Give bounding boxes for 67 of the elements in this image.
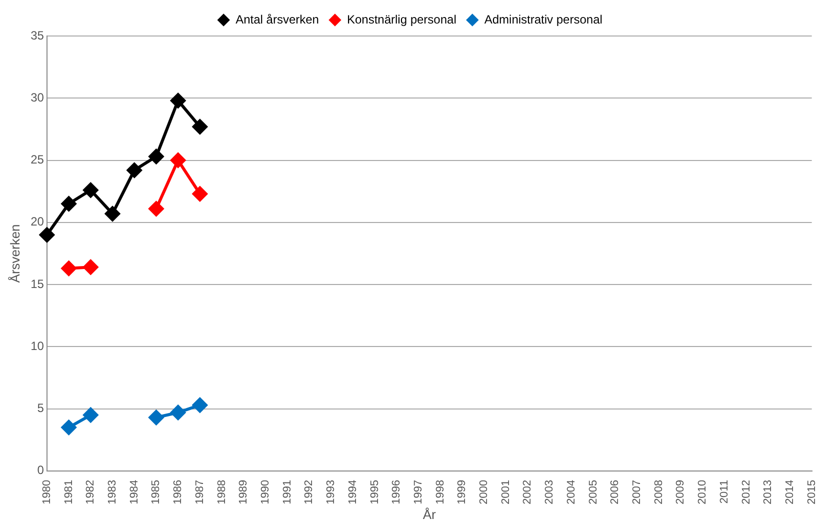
x-tick-label: 1985 — [150, 480, 162, 504]
x-tick-label: 2002 — [522, 480, 534, 504]
x-tick-label: 1980 — [40, 480, 53, 504]
x-tick-label: 1984 — [128, 480, 140, 504]
point — [61, 196, 76, 212]
point — [61, 260, 76, 276]
point — [126, 162, 142, 178]
x-tick-label: 1981 — [62, 480, 75, 504]
x-tick-label: 1982 — [84, 480, 97, 504]
x-axis-title: År — [422, 506, 437, 522]
x-tick-label: 1989 — [238, 480, 250, 504]
point — [192, 186, 208, 202]
x-tick-label: 1998 — [434, 480, 446, 504]
x-tick-label: 1994 — [346, 480, 359, 504]
x-tick-label: 2015 — [806, 480, 818, 504]
x-tick-label: 2009 — [674, 480, 687, 504]
point — [148, 149, 164, 164]
point — [170, 405, 186, 420]
legend-label: Administrativ personal — [484, 12, 602, 26]
point — [170, 152, 186, 168]
y-tick-label: 25 — [30, 152, 44, 167]
x-tick-label: 1983 — [106, 480, 119, 504]
y-tick-label: 30 — [30, 90, 44, 104]
x-tick-label: 2007 — [631, 480, 644, 504]
legend-label: Konstnärlig personal — [346, 12, 456, 26]
x-tick-label: 1990 — [260, 480, 272, 504]
x-tick-label: 2000 — [478, 480, 490, 504]
point — [83, 182, 98, 198]
point — [148, 201, 164, 216]
x-tick-label: 1987 — [194, 480, 206, 504]
x-tick-label: 2013 — [762, 480, 774, 504]
x-tick-label: 1993 — [325, 480, 338, 504]
y-tick-label: 5 — [37, 401, 44, 416]
x-tick-label: 2008 — [652, 480, 665, 504]
x-tick-label: 2001 — [500, 480, 512, 504]
x-tick-label: 2011 — [718, 480, 730, 504]
point — [105, 206, 120, 222]
x-tick-label: 2012 — [740, 480, 752, 504]
x-tick-label: 1995 — [368, 480, 381, 504]
y-tick-label: 0 — [37, 463, 44, 478]
legend-label: Antal årsverken — [236, 12, 319, 26]
x-tick-label: 1992 — [303, 480, 316, 504]
point — [192, 398, 208, 413]
x-tick-label: 1996 — [390, 480, 403, 504]
x-tick-label: 1999 — [456, 480, 468, 504]
point — [192, 119, 208, 134]
x-tick-label: 1986 — [172, 480, 184, 504]
x-tick-label: 2014 — [784, 480, 796, 504]
y-tick-label: 15 — [30, 276, 44, 291]
x-tick-label: 2006 — [609, 480, 622, 504]
x-tick-label: 1991 — [281, 480, 294, 504]
y-tick-label: 10 — [30, 338, 44, 353]
point — [170, 93, 186, 108]
y-tick-label: 35 — [30, 28, 44, 42]
point — [39, 227, 54, 242]
y-axis-title: Årsverken — [7, 224, 22, 283]
point — [83, 260, 98, 275]
x-tick-label: 2005 — [587, 480, 600, 504]
x-tick-label: 1988 — [216, 480, 228, 504]
point — [61, 420, 76, 435]
point — [148, 410, 164, 425]
x-tick-label: 2010 — [696, 480, 709, 504]
x-tick-label: 2004 — [565, 480, 578, 504]
y-tick-label: 20 — [30, 214, 44, 229]
point — [83, 408, 98, 423]
x-tick-label: 1997 — [412, 480, 424, 504]
x-tick-label: 2003 — [544, 480, 556, 504]
